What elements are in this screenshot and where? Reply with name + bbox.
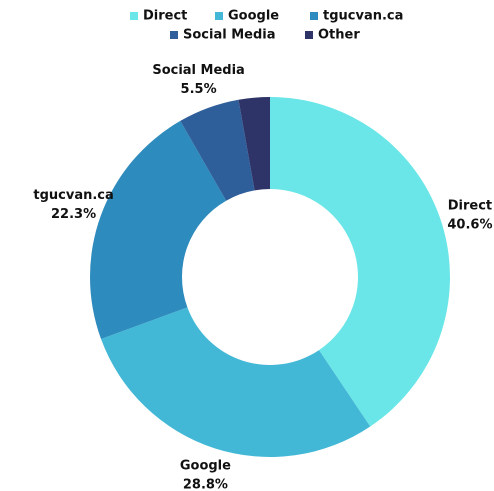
legend-label: Social Media [183, 28, 276, 43]
donut-slice [101, 307, 371, 458]
legend-swatch [130, 12, 138, 20]
slice-name: Google [180, 458, 231, 473]
donut-slice [180, 99, 255, 201]
donut-slice [90, 120, 227, 340]
legend-label: Other [318, 28, 360, 43]
slice-name: Social Media [152, 63, 245, 78]
legend-swatch [170, 31, 178, 39]
slice-value-label: 22.3% [51, 207, 96, 222]
slice-value-label: 5.5% [181, 82, 217, 97]
legend-swatch [310, 12, 318, 20]
legend-label: Google [228, 9, 279, 24]
slice-value-label: 40.6% [447, 218, 492, 233]
slice-name: Direct [448, 199, 492, 214]
slice-name: tgucvan.ca [33, 188, 113, 203]
donut-slice [238, 97, 270, 191]
legend-label: tgucvan.ca [323, 9, 403, 24]
legend-swatch [215, 12, 223, 20]
donut-slice [270, 97, 451, 427]
legend-swatch [305, 31, 313, 39]
slice-value-label: 28.8% [183, 477, 228, 491]
legend-label: Direct [143, 9, 187, 24]
